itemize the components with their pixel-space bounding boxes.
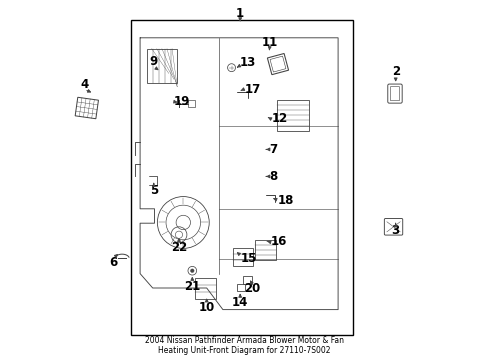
Bar	[254, 240, 276, 260]
Text: 19: 19	[173, 95, 189, 108]
Bar	[243, 276, 251, 284]
Bar	[187, 100, 194, 107]
Bar	[194, 278, 216, 299]
Bar	[146, 49, 177, 83]
Text: 9: 9	[149, 55, 158, 68]
Text: 17: 17	[244, 83, 260, 96]
Text: 2: 2	[391, 65, 399, 78]
Text: 5: 5	[149, 184, 158, 197]
Text: 4: 4	[80, 78, 88, 91]
Text: 10: 10	[198, 301, 214, 314]
Text: 22: 22	[170, 241, 187, 254]
Text: 18: 18	[277, 194, 293, 207]
Text: 2004 Nissan Pathfinder Armada Blower Motor & Fan
Heating Unit-Front Diagram for : 2004 Nissan Pathfinder Armada Blower Mot…	[145, 336, 343, 355]
Text: 6: 6	[109, 256, 117, 269]
Text: 21: 21	[184, 280, 200, 293]
Bar	[267, 54, 288, 75]
Text: 15: 15	[241, 252, 257, 265]
Text: 1: 1	[236, 7, 244, 20]
Text: 11: 11	[261, 36, 277, 49]
Bar	[232, 248, 252, 266]
Text: 20: 20	[244, 282, 260, 294]
Bar	[131, 20, 352, 335]
Text: 12: 12	[271, 112, 287, 125]
Circle shape	[190, 269, 194, 273]
Text: 16: 16	[270, 235, 286, 248]
Text: 8: 8	[269, 170, 277, 183]
Bar	[276, 100, 309, 131]
Bar	[269, 56, 285, 72]
Text: 14: 14	[231, 296, 248, 309]
Text: 7: 7	[269, 143, 277, 156]
Text: 3: 3	[391, 224, 399, 237]
Text: 13: 13	[240, 57, 256, 69]
Bar	[237, 284, 244, 291]
